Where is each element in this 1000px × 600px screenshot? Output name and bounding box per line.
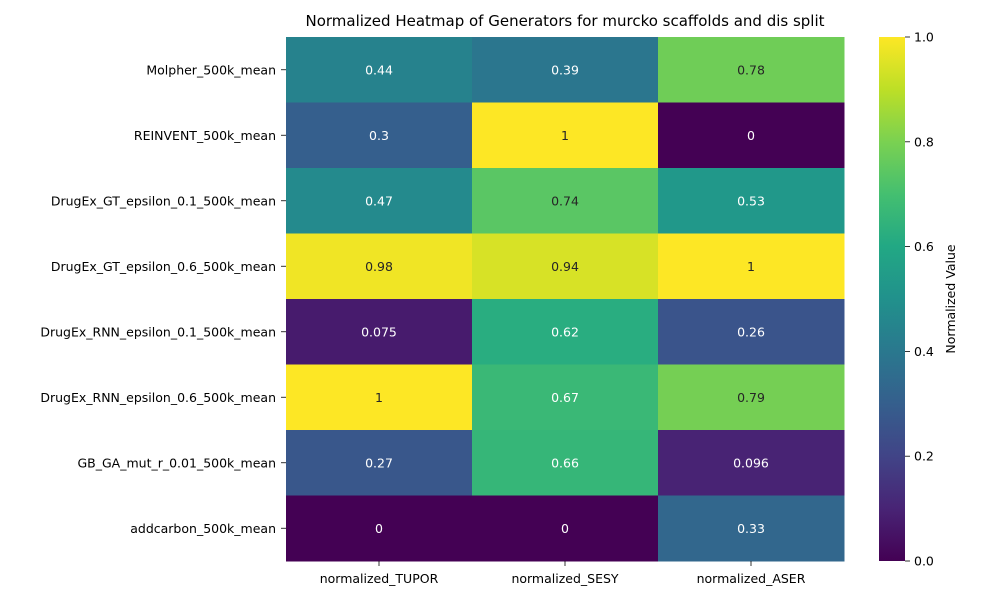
cell-value-label: 0.74 [551,193,579,208]
cell-value-label: 0 [747,128,755,143]
cell-value-label: 1 [747,259,755,274]
heatmap-cell [286,299,473,365]
colorbar-tick-label: 0.6 [914,239,934,254]
cell-value-label: 0.47 [365,193,393,208]
cell-value-label: 0 [561,521,569,536]
cell-value-label: 0 [375,521,383,536]
row-label: DrugEx_GT_epsilon_0.6_500k_mean [51,259,276,274]
cell-value-label: 0.78 [737,62,765,77]
heatmap-cell [286,233,473,300]
cell-value-label: 0.67 [551,390,579,405]
heatmap-cell [658,233,845,300]
cell-value-label: 0.33 [737,521,765,536]
colorbar-tick-label: 0.4 [914,344,934,359]
cell-value-label: 0.79 [737,390,765,405]
heatmap-cell [286,37,473,103]
cell-value-label: 0.26 [737,324,765,339]
row-label: GB_GA_mut_r_0.01_500k_mean [77,455,276,470]
heatmap-cell [472,233,659,300]
column-label: normalized_ASER [697,571,806,586]
heatmap-cell [286,168,473,234]
colorbar [879,37,905,561]
heatmap-cell [658,430,845,496]
heatmap-cell [658,495,845,562]
row-label: DrugEx_RNN_epsilon_0.1_500k_mean [40,324,276,339]
column-label: normalized_SESY [511,571,618,586]
cell-value-label: 0.62 [551,324,579,339]
row-label: DrugEx_RNN_epsilon_0.6_500k_mean [40,390,276,405]
colorbar-tick-label: 0.8 [914,134,934,149]
cell-value-label: 0.53 [737,193,765,208]
heatmap-cell [658,299,845,365]
cell-value-label: 0.94 [551,259,579,274]
heatmap-cell [658,102,845,169]
cell-value-label: 0.27 [365,455,393,470]
heatmap-cell [658,37,845,103]
cell-value-label: 0.075 [361,324,397,339]
cell-value-label: 0.3 [369,128,389,143]
heatmap-cell [286,430,473,496]
colorbar-tick-label: 1.0 [914,30,934,45]
cell-value-label: 0.096 [733,455,769,470]
column-label: normalized_TUPOR [320,571,439,586]
heatmap-cell [472,495,659,562]
row-label: Molpher_500k_mean [146,62,276,77]
cell-value-label: 0.98 [365,259,393,274]
heatmap-cell [472,364,659,431]
heatmap-cell [472,102,659,169]
row-label: DrugEx_GT_epsilon_0.1_500k_mean [51,193,276,208]
column-labels: normalized_TUPOR normalized_SESY normalize… [320,561,806,586]
cell-value-label: 1 [561,128,569,143]
heatmap-cells: 0.44 0.39 0.78 0.3 1 0 0.47 0.74 0.53 0.98 0.94 1 0.… [286,37,845,562]
colorbar-ticks: 0.0 0.2 0.4 0.6 0.8 1.0 [905,30,934,569]
row-label: REINVENT_500k_mean [134,128,276,143]
colorbar-tick-label: 0.0 [914,554,934,569]
heatmap-cell [286,102,473,169]
heatmap-cell [286,495,473,562]
heatmap-cell [472,430,659,496]
cell-value-label: 0.44 [365,62,393,77]
heatmap-cell [286,364,473,431]
heatmap-cell [472,37,659,103]
heatmap-cell [472,299,659,365]
colorbar-label: Normalized Value [943,244,958,353]
colorbar-tick-label: 0.2 [914,449,934,464]
row-label: addcarbon_500k_mean [130,521,276,536]
heatmap-cell [658,364,845,431]
cell-value-label: 0.39 [551,62,579,77]
row-labels: Molpher_500k_mean REINVENT_500k_mean DrugE… [40,62,286,536]
chart-title: Normalized Heatmap of Generators for mur… [305,12,824,30]
cell-value-label: 0.66 [551,455,579,470]
heatmap-cell [472,168,659,234]
heatmap-cell [658,168,845,234]
cell-value-label: 1 [375,390,383,405]
